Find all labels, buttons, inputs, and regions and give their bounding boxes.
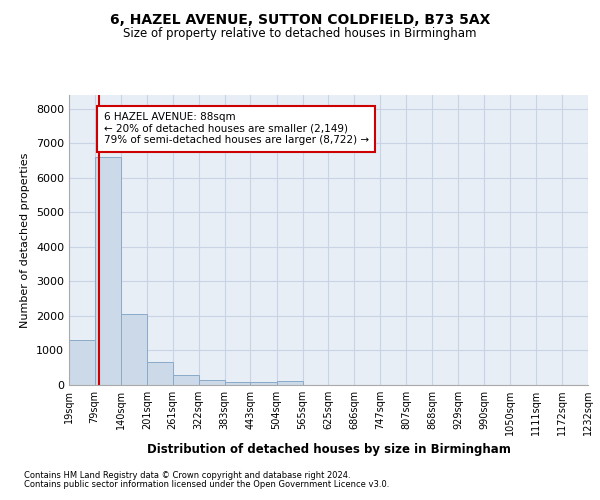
Bar [173,375,199,385]
Bar [225,382,250,385]
Text: 6, HAZEL AVENUE, SUTTON COLDFIELD, B73 5AX: 6, HAZEL AVENUE, SUTTON COLDFIELD, B73 5… [110,12,490,26]
Bar [147,362,173,385]
Bar [95,157,121,385]
Bar [199,380,225,385]
Bar [121,314,147,385]
Bar [69,340,95,385]
Text: Contains public sector information licensed under the Open Government Licence v3: Contains public sector information licen… [24,480,389,489]
Y-axis label: Number of detached properties: Number of detached properties [20,152,31,328]
Text: Contains HM Land Registry data © Crown copyright and database right 2024.: Contains HM Land Registry data © Crown c… [24,471,350,480]
Text: Size of property relative to detached houses in Birmingham: Size of property relative to detached ho… [123,28,477,40]
Text: Distribution of detached houses by size in Birmingham: Distribution of detached houses by size … [147,442,511,456]
Bar [250,382,277,385]
Text: 6 HAZEL AVENUE: 88sqm
← 20% of detached houses are smaller (2,149)
79% of semi-d: 6 HAZEL AVENUE: 88sqm ← 20% of detached … [104,112,369,146]
Bar [277,380,302,385]
